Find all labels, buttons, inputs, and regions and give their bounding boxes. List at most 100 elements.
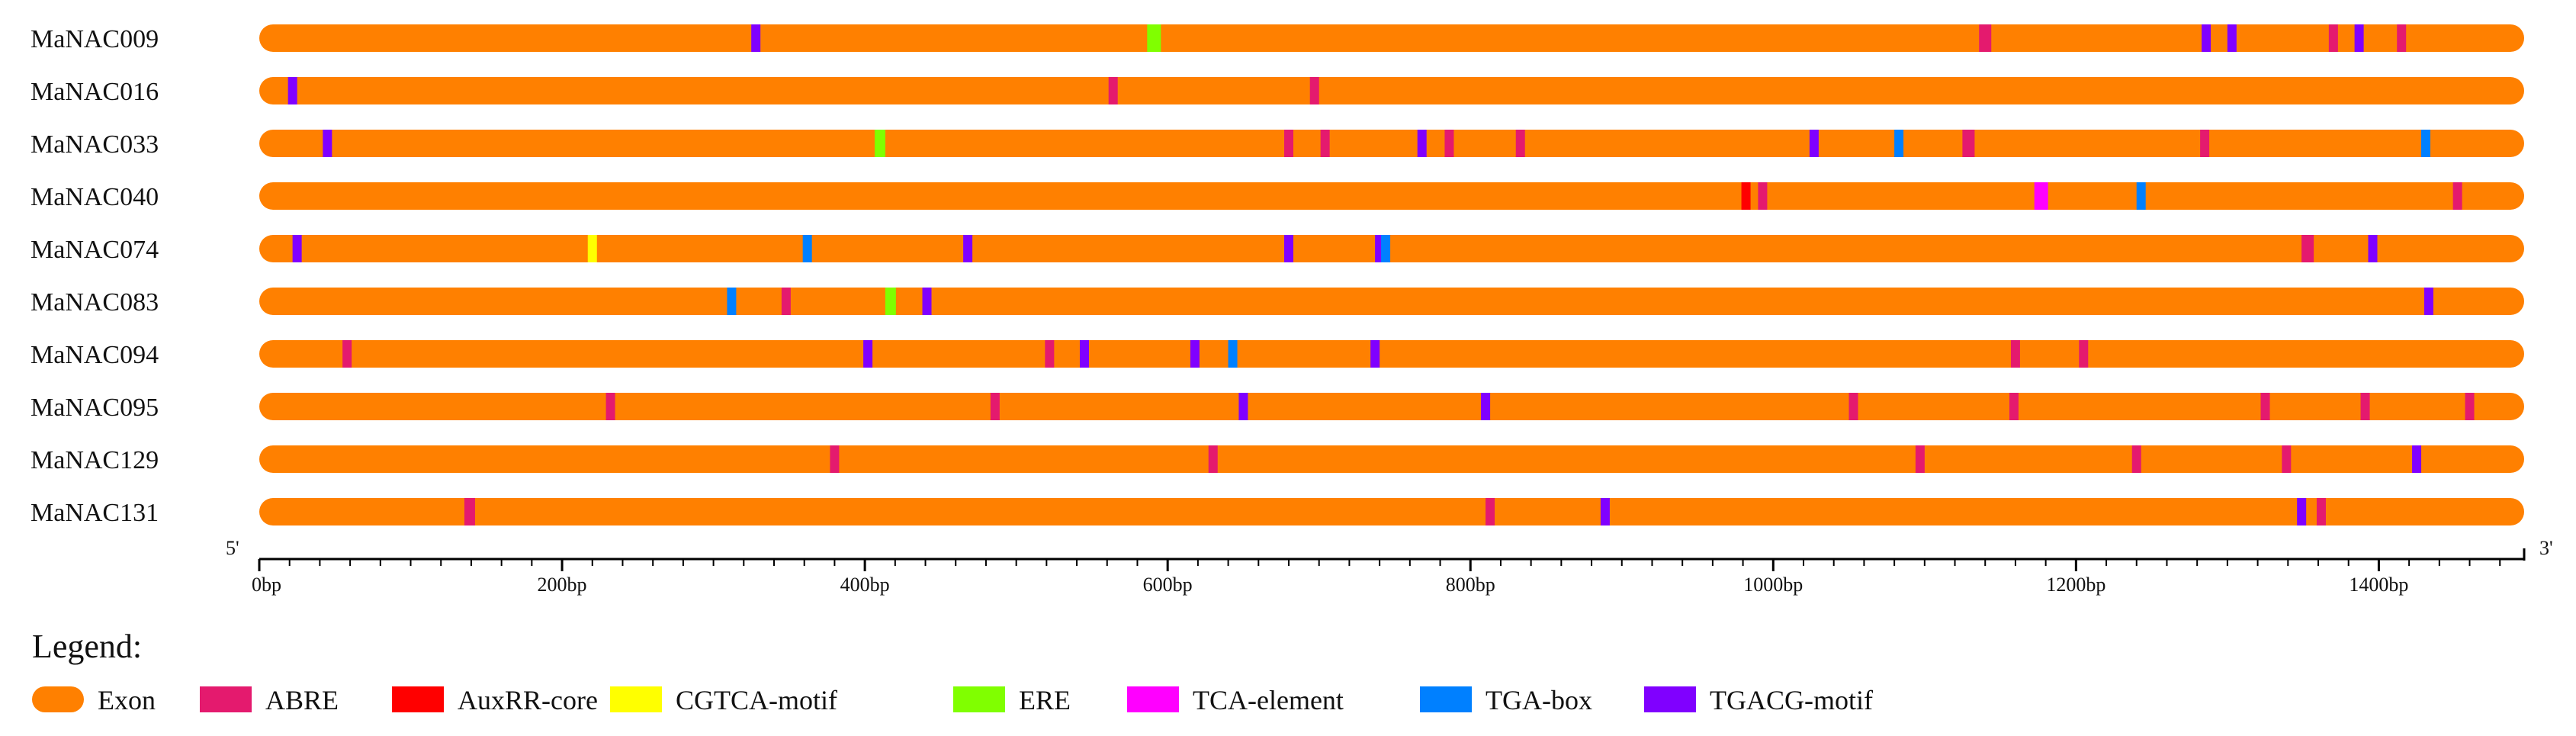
motif-tgacg-motif [1238, 393, 1248, 420]
motif-tgacg-motif [1809, 130, 1819, 157]
motif-abre [2282, 445, 2292, 473]
motif-tgacg-motif [1190, 340, 1200, 368]
motif-tgacg-motif [292, 235, 302, 262]
motif-tga-box [1894, 130, 1904, 157]
motif-tgacg-motif [1417, 130, 1427, 157]
gene-label: MaNAC095 [31, 394, 159, 422]
gene-label: MaNAC016 [31, 78, 159, 106]
motif-abre [990, 393, 1000, 420]
motif-tgacg-motif [1079, 340, 1089, 368]
motif-abre [2260, 393, 2270, 420]
motif-tga-box [1228, 340, 1238, 368]
exon-bar [259, 24, 2524, 52]
motif-tgacg-motif [2423, 288, 2433, 315]
motif-abre [2301, 235, 2314, 262]
gene-row: MaNAC033 [31, 130, 2524, 159]
axis-layer: 0bp 200bp 400bp 600bp 800bp 1000bp 1200bp 1400b… [226, 537, 2553, 596]
motif-abre [1979, 24, 1992, 52]
legend-swatch [610, 686, 662, 712]
motif-ere [874, 130, 885, 157]
motif-tgacg-motif [1600, 498, 1610, 525]
legend-swatch [953, 686, 1005, 712]
motif-abre [2397, 24, 2407, 52]
legend-label: Exon [98, 685, 156, 715]
legend-label: CGTCA-motif [676, 685, 837, 715]
motif-abre [1045, 340, 1055, 368]
legend-label: ERE [1019, 685, 1071, 715]
motif-abre [1915, 445, 1925, 473]
legend-item: TCA-element [1127, 685, 1344, 715]
motif-tgacg-motif [2202, 24, 2211, 52]
motif-abre [2328, 24, 2338, 52]
motif-tgacg-motif [2368, 235, 2378, 262]
legend-item: TGA-box [1420, 685, 1592, 715]
five-prime-label: 5' [226, 537, 239, 559]
motif-abre [1515, 130, 1525, 157]
motif-tga-box [2420, 130, 2430, 157]
motif-abre [2009, 393, 2019, 420]
motif-abre [1320, 130, 1330, 157]
gene-label: MaNAC094 [31, 341, 159, 369]
gene-label: MaNAC083 [31, 288, 159, 317]
motif-abre [1962, 130, 1975, 157]
gene-row: MaNAC131 [31, 498, 2524, 527]
motif-abre [605, 393, 615, 420]
exon-bar [259, 182, 2524, 210]
motif-abre [2465, 393, 2475, 420]
x-tick-label: 800bp [1446, 574, 1495, 596]
motif-tgacg-motif [2297, 498, 2307, 525]
motif-abre [1444, 130, 1454, 157]
legend-item: Exon [32, 685, 156, 715]
motif-ere [885, 288, 896, 315]
gene-row: MaNAC094 [31, 340, 2524, 369]
motif-tga-box [2136, 182, 2146, 210]
motif-tga-box [1381, 235, 1391, 262]
motif-tgacg-motif [1481, 393, 1491, 420]
motif-tgacg-motif [863, 340, 873, 368]
legend-layer: Legend: Exon ABRE AuxRR-core CGTCA-motif ERE T… [32, 628, 1873, 715]
exon-bar [259, 393, 2524, 420]
motif-tgacg-motif [1370, 340, 1380, 368]
motif-abre [342, 340, 352, 368]
exon-bar [259, 498, 2524, 525]
motif-abre [2079, 340, 2089, 368]
legend-item: AuxRR-core [392, 685, 598, 715]
x-tick-label: 1400bp [2349, 574, 2408, 596]
exon-bar [259, 77, 2524, 104]
exon-bar [259, 340, 2524, 368]
motif-abre [2131, 445, 2141, 473]
gene-label: MaNAC129 [31, 446, 159, 474]
gene-label: MaNAC074 [31, 236, 159, 264]
legend-swatch [200, 686, 252, 712]
legend-swatch [1420, 686, 1472, 712]
gene-label: MaNAC009 [31, 25, 159, 53]
gene-label: MaNAC040 [31, 183, 159, 211]
gene-row: MaNAC009 [31, 24, 2524, 53]
motif-tgacg-motif [922, 288, 932, 315]
gene-row: MaNAC083 [31, 288, 2524, 317]
motif-tgacg-motif [751, 24, 761, 52]
motif-tga-box [802, 235, 812, 262]
motif-auxrr-core [1741, 182, 1751, 210]
motif-abre [2316, 498, 2326, 525]
motif-abre [1309, 77, 1319, 104]
x-tick-label: 400bp [840, 574, 890, 596]
motif-abre [2200, 130, 2210, 157]
gene-row: MaNAC074 [31, 235, 2524, 264]
legend-label: TGACG-motif [1710, 685, 1873, 715]
x-tick-label: 1000bp [1743, 574, 1803, 596]
exon-bar [259, 235, 2524, 262]
legend-label: AuxRR-core [458, 685, 598, 715]
motif-abre [2010, 340, 2020, 368]
legend-label: TGA-box [1486, 685, 1592, 715]
motif-tgacg-motif [2354, 24, 2364, 52]
legend-label: ABRE [265, 685, 339, 715]
legend-item: CGTCA-motif [610, 685, 837, 715]
gene-row: MaNAC040 [31, 182, 2524, 211]
exon-bar [259, 288, 2524, 315]
motif-tgacg-motif [287, 77, 297, 104]
motif-tgacg-motif [2227, 24, 2237, 52]
x-tick-label: 1200bp [2046, 574, 2105, 596]
legend-swatch [392, 686, 444, 712]
